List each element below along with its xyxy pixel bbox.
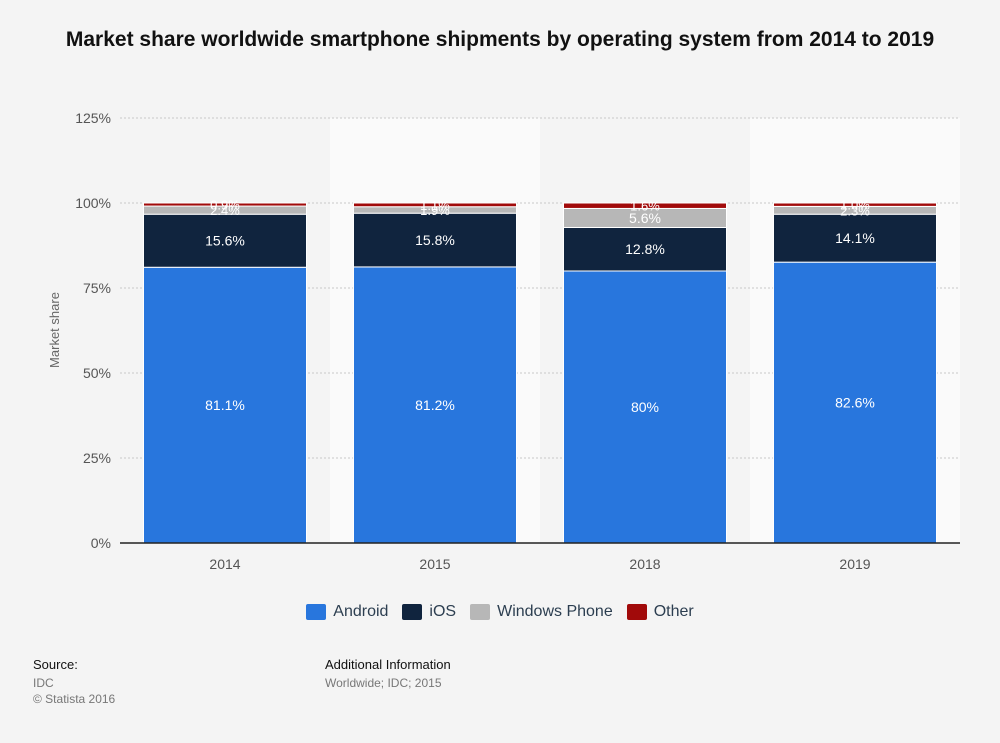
legend-swatch — [626, 604, 647, 620]
x-tick-label: 2018 — [629, 556, 660, 572]
chart-title: Market share worldwide smartphone shipme… — [65, 28, 935, 51]
source-heading: Source: — [33, 657, 78, 672]
source-line-2: © Statista 2016 — [33, 692, 116, 706]
y-tick-label: 125% — [75, 110, 111, 126]
data-label: 12.8% — [625, 241, 665, 257]
data-label: 0.9% — [210, 198, 240, 213]
legend-label: Other — [653, 603, 694, 620]
legend-item-windows-phone[interactable]: Windows Phone — [470, 603, 613, 621]
y-axis-label: Market share — [47, 292, 62, 368]
x-tick-label: 2015 — [419, 556, 450, 572]
bar-segment-ios — [143, 213, 307, 268]
legend-item-android[interactable]: Android — [306, 603, 388, 621]
x-tick-label: 2014 — [209, 556, 240, 572]
data-label: 82.6% — [835, 395, 875, 411]
bar-segment-ios — [563, 226, 727, 272]
source-block: Source: IDC © Statista 2016 — [33, 657, 115, 707]
data-label: 80% — [631, 399, 659, 415]
y-tick-label: 0% — [91, 535, 111, 551]
data-label: 15.8% — [415, 232, 455, 248]
source-line-1[interactable]: IDC — [33, 676, 54, 690]
y-tick-label: 75% — [83, 280, 111, 296]
bar-segment-other — [563, 202, 727, 209]
y-tick-label: 50% — [83, 365, 111, 381]
data-label: 1.1% — [420, 198, 450, 213]
data-label: 2.4% — [210, 203, 240, 218]
bar-segment-other — [773, 202, 937, 207]
stacked-bar-chart: 0% 25% 50% 75% 100% 125% Market share 81.1% 15.6… — [47, 110, 960, 572]
additional-info-block: Additional Information Worldwide; IDC; 2… — [325, 657, 451, 691]
y-tick-label: 25% — [83, 450, 111, 466]
legend-label: iOS — [429, 603, 457, 620]
bar-segment-other — [353, 202, 517, 208]
chart-legend: Android iOS Windows Phone Other — [0, 603, 1000, 621]
bar-segment-ios — [773, 213, 937, 263]
bar-segment-ios — [353, 212, 517, 268]
data-label: 14.1% — [835, 230, 875, 246]
x-tick-label: 2019 — [839, 556, 870, 572]
bar-segment-android — [143, 266, 307, 544]
legend-item-ios[interactable]: iOS — [402, 603, 456, 621]
legend-swatch — [306, 604, 327, 620]
data-label: 1.6% — [630, 199, 660, 214]
data-label: 5.6% — [629, 210, 661, 226]
data-label: 81.1% — [205, 397, 245, 413]
additional-info-line: Worldwide; IDC; 2015 — [325, 676, 442, 690]
bar-segment-other — [143, 202, 307, 207]
legend-label: Windows Phone — [497, 603, 613, 620]
bar-segment-android — [563, 270, 727, 544]
additional-info-heading[interactable]: Additional Information — [325, 657, 451, 672]
bar-segment-android — [773, 261, 937, 544]
y-tick-label: 100% — [75, 195, 111, 211]
legend-swatch — [470, 604, 491, 620]
legend-swatch — [402, 604, 423, 620]
data-label: 2.3% — [840, 203, 870, 218]
data-label: 81.2% — [415, 397, 455, 413]
data-label: 1.0% — [840, 198, 870, 213]
data-label: 15.6% — [205, 233, 245, 249]
legend-label: Android — [333, 603, 389, 620]
legend-item-other[interactable]: Other — [626, 603, 694, 621]
